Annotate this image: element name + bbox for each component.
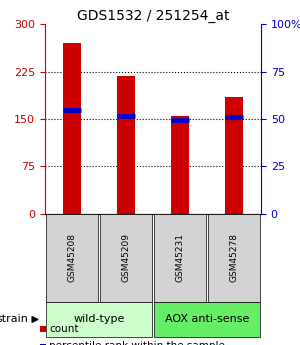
Bar xyxy=(100,214,152,302)
Bar xyxy=(46,302,152,337)
Bar xyxy=(40,326,46,332)
Text: GSM45278: GSM45278 xyxy=(230,233,238,282)
Text: GSM45231: GSM45231 xyxy=(176,233,184,282)
Bar xyxy=(154,214,206,302)
Bar xyxy=(224,97,244,214)
Text: percentile rank within the sample: percentile rank within the sample xyxy=(49,341,225,345)
Bar xyxy=(171,116,190,214)
Bar xyxy=(40,344,46,345)
Text: GSM45208: GSM45208 xyxy=(68,233,76,282)
Text: wild-type: wild-type xyxy=(73,314,125,324)
Text: GSM45209: GSM45209 xyxy=(122,233,130,282)
Bar xyxy=(208,214,260,302)
Bar xyxy=(154,302,260,337)
Text: count: count xyxy=(49,324,79,334)
Bar xyxy=(46,214,98,302)
Title: GDS1532 / 251254_at: GDS1532 / 251254_at xyxy=(77,9,229,23)
Text: AOX anti-sense: AOX anti-sense xyxy=(165,314,249,324)
Bar xyxy=(62,43,81,214)
Bar xyxy=(116,76,136,214)
Text: strain: strain xyxy=(0,314,28,324)
